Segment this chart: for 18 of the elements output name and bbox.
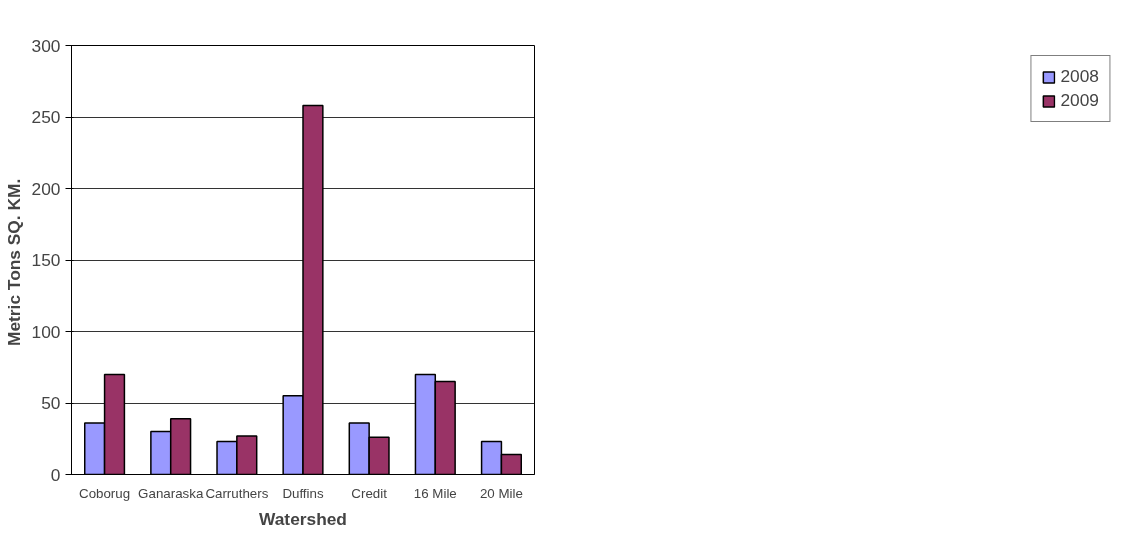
y-tick-label: 0 [50, 464, 61, 485]
y-axis-title: Metric Tons SQ. KM. [3, 178, 24, 347]
y-tick-label: 100 [31, 321, 61, 342]
x-tick-label: Coborug [79, 485, 131, 501]
legend-label: 2009 [1060, 90, 1099, 111]
y-tick-label: 300 [31, 35, 61, 56]
x-tick-label: Duffins [282, 485, 324, 501]
x-tick-label: Carruthers [205, 485, 269, 501]
x-tick-label: Ganaraska [138, 485, 204, 501]
y-tick-label: 200 [31, 178, 61, 199]
y-tick-label: 150 [31, 250, 61, 270]
x-tick-label: 16 Mile [413, 485, 457, 501]
x-axis-title: Watershed [259, 508, 347, 529]
y-tick-label: 250 [31, 107, 61, 127]
y-tick-label: 50 [41, 393, 61, 413]
x-tick-label: 20 Mile [479, 485, 523, 501]
legend-label: 2008 [1060, 66, 1099, 87]
x-tick-label: Credit [351, 485, 388, 501]
